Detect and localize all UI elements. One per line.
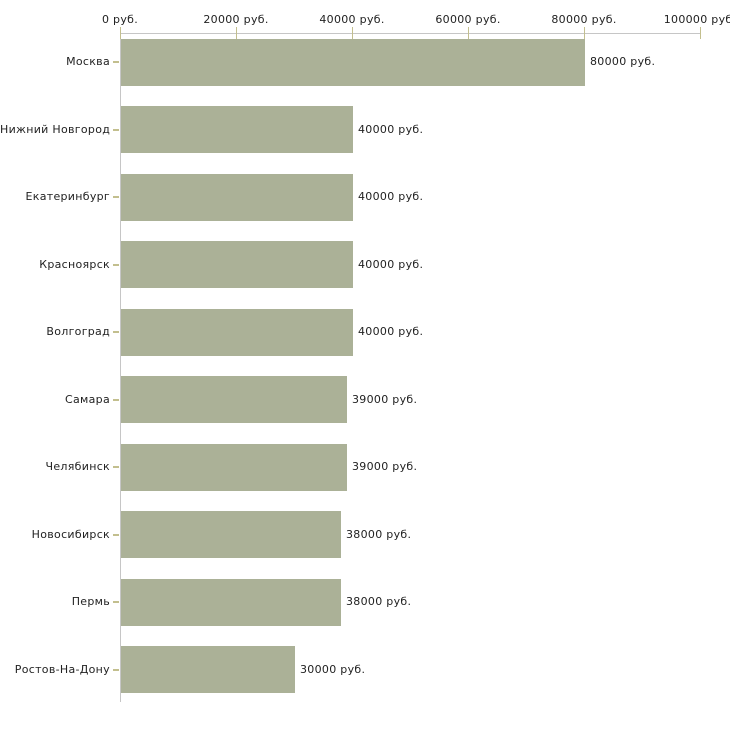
x-axis-tick-label: 0 руб. xyxy=(101,13,139,26)
bar xyxy=(121,106,353,153)
category-tick-mark xyxy=(113,398,119,401)
category-label: Челябинск xyxy=(45,460,110,473)
bar xyxy=(121,511,341,558)
category-tick-mark xyxy=(113,61,119,63)
bar xyxy=(121,443,347,491)
bar xyxy=(121,38,585,86)
x-axis-tick-label: 80000 руб. xyxy=(551,13,617,26)
bar-value-label: 39000 руб. xyxy=(352,460,418,473)
category-label: Новосибирск xyxy=(31,527,110,541)
x-axis-tick-mark xyxy=(120,27,121,39)
category-label: Волгоград xyxy=(46,325,110,338)
category-label: Пермь xyxy=(71,595,110,608)
category-label: Самара xyxy=(65,392,110,406)
bar xyxy=(121,376,347,423)
x-axis-tick-label: 60000 руб. xyxy=(435,13,501,26)
category-tick-mark xyxy=(113,668,119,671)
bar-value-label: 40000 руб. xyxy=(358,190,424,203)
x-axis-tick-mark xyxy=(352,27,353,39)
bar-value-label: 39000 руб. xyxy=(352,392,418,406)
y-axis-line xyxy=(120,33,121,702)
category-label: Нижний Новгород xyxy=(0,122,111,136)
bar xyxy=(121,241,353,288)
category-tick-mark xyxy=(113,533,119,536)
bar xyxy=(121,646,295,693)
category-label: Екатеринбург xyxy=(25,190,110,203)
category-tick-mark xyxy=(113,466,119,468)
bar-value-label: 38000 руб. xyxy=(346,527,412,541)
bar-value-label: 38000 руб. xyxy=(346,595,412,608)
x-axis-tick-mark xyxy=(700,27,701,39)
bar-value-label: 80000 руб. xyxy=(590,55,656,68)
category-tick-mark xyxy=(113,128,119,131)
x-axis-tick-mark xyxy=(584,27,585,39)
category-tick-mark xyxy=(113,601,119,603)
category-label: Москва xyxy=(66,55,110,68)
category-label: Ростов-На-Дону xyxy=(14,662,110,676)
x-axis-tick-label: 100000 руб. xyxy=(663,13,730,26)
category-label: Красноярск xyxy=(39,257,110,271)
x-axis-tick-label: 40000 руб. xyxy=(319,13,385,26)
x-axis-tick-mark xyxy=(468,27,469,39)
bar xyxy=(121,173,353,221)
category-tick-mark xyxy=(113,331,119,333)
x-axis-tick-label: 20000 руб. xyxy=(203,13,269,26)
bar-value-label: 40000 руб. xyxy=(358,122,424,136)
bar xyxy=(121,578,341,626)
bar xyxy=(121,308,353,356)
bar-value-label: 40000 руб. xyxy=(358,325,424,338)
bar-value-label: 30000 руб. xyxy=(300,662,366,676)
category-tick-mark xyxy=(113,196,119,198)
bar-value-label: 40000 руб. xyxy=(358,257,424,271)
x-axis-tick-mark xyxy=(236,27,237,39)
x-axis-line xyxy=(120,33,701,34)
category-tick-mark xyxy=(113,263,119,266)
